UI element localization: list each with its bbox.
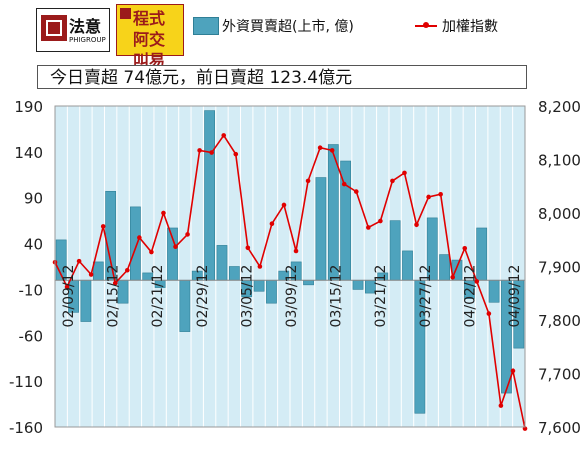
bar (167, 227, 178, 281)
index-line-point (100, 224, 106, 229)
index-line-point (221, 133, 227, 138)
index-line-point (245, 245, 251, 251)
legend-bars-swatch (193, 17, 219, 35)
index-line-point (498, 403, 504, 408)
x-tick-label: 02/09/12 (61, 265, 77, 328)
index-line-point (173, 244, 178, 250)
program-trading-logo: 程式阿交叫易 (116, 4, 184, 70)
index-line-point (402, 170, 407, 176)
index-line-point (462, 246, 468, 251)
index-line-point (185, 232, 190, 237)
y-left-tick-label: -110 (9, 373, 43, 391)
index-line-point (366, 225, 371, 230)
x-tick-label: 03/27/12 (418, 265, 434, 328)
index-line-point (233, 151, 239, 157)
bar (389, 220, 401, 281)
x-tick-label: 03/15/12 (329, 265, 345, 328)
index-line-point (390, 178, 395, 184)
y-left-tick-label: 90 (24, 190, 43, 208)
index-line-point (257, 264, 263, 269)
index-line-point (353, 189, 359, 194)
bar (266, 279, 277, 304)
legend-bars-label: 外資買賣超(上市, 億) (222, 19, 354, 35)
index-line-point (510, 368, 516, 374)
index-line-point (76, 258, 82, 264)
index-line-point (293, 248, 299, 254)
index-line-point (269, 221, 275, 226)
faith-logo-mark-inner (46, 20, 62, 36)
index-line-point (125, 267, 130, 273)
bar (179, 279, 191, 332)
bar (253, 279, 265, 292)
y-left-tick-label: 40 (24, 236, 43, 254)
x-tick-label: 02/29/12 (195, 265, 211, 328)
index-line-point (329, 148, 335, 153)
y-left-tick-label: 190 (14, 98, 43, 116)
x-tick-label: 04/09/12 (507, 265, 523, 328)
index-line-point (305, 178, 311, 184)
bar (92, 261, 104, 281)
faith-logo: 法意 PHIGROUP (36, 8, 110, 52)
bar (303, 279, 314, 286)
index-line-point (161, 210, 166, 216)
index-line-point (486, 311, 492, 316)
x-tick-label: 02/21/12 (150, 265, 166, 328)
faith-logo-sub: PHIGROUP (69, 36, 106, 44)
index-line-point (426, 194, 431, 200)
faith-logo-mark (41, 15, 67, 41)
index-line-point (64, 284, 70, 290)
y-left-tick-label: -60 (19, 327, 44, 345)
x-tick-label: 03/05/12 (239, 265, 255, 328)
index-line-point (474, 279, 480, 284)
y-right-tick-label: 8,200 (538, 98, 581, 116)
x-tick-label: 04/02/12 (462, 265, 478, 328)
y-right-tick-label: 7,600 (538, 419, 581, 437)
x-tick-label: 03/09/12 (284, 265, 300, 328)
bar (204, 110, 215, 281)
y-right-tick-label: 7,800 (538, 312, 581, 330)
y-right-tick-label: 7,900 (538, 259, 581, 277)
index-line-point (197, 148, 202, 153)
bar (216, 245, 228, 281)
program-logo-corner-mark (120, 8, 131, 19)
bar (130, 206, 141, 281)
index-line-point (149, 249, 154, 255)
x-tick-label: 02/15/12 (106, 265, 122, 328)
summary-text: 今日賣超 74億元，前日賣超 123.4億元 (37, 65, 527, 89)
index-line-point (88, 272, 94, 277)
index-line-point (209, 150, 214, 155)
index-line-point (414, 222, 419, 228)
index-line-point (317, 145, 323, 151)
plot-border (54, 105, 526, 428)
index-line-point (137, 235, 142, 240)
index-line-point (438, 191, 443, 197)
index-line-point (378, 218, 383, 224)
bar (488, 279, 500, 303)
y-left-tick-label: -10 (19, 281, 44, 299)
y-left-tick-label: 140 (14, 144, 43, 162)
faith-logo-text: 法意 (69, 17, 102, 36)
bar (439, 254, 450, 281)
bar (80, 279, 92, 322)
index-line-point (112, 280, 118, 286)
index-line (54, 133, 526, 429)
bar (402, 250, 413, 281)
y-right-tick-label: 7,700 (538, 366, 581, 384)
x-tick-label: 03/21/12 (373, 265, 389, 328)
y-right-tick-label: 8,100 (538, 152, 581, 170)
legend-line-dot (423, 22, 429, 28)
index-line-point (281, 202, 287, 208)
y-right-tick-label: 8,000 (538, 205, 581, 223)
bar (315, 177, 327, 281)
legend-line-label: 加權指數 (442, 19, 498, 35)
index-line-point (450, 274, 455, 280)
bar (352, 279, 364, 290)
y-left-tick-label: -160 (9, 419, 43, 437)
bar (228, 266, 240, 281)
index-line-point (341, 181, 347, 187)
